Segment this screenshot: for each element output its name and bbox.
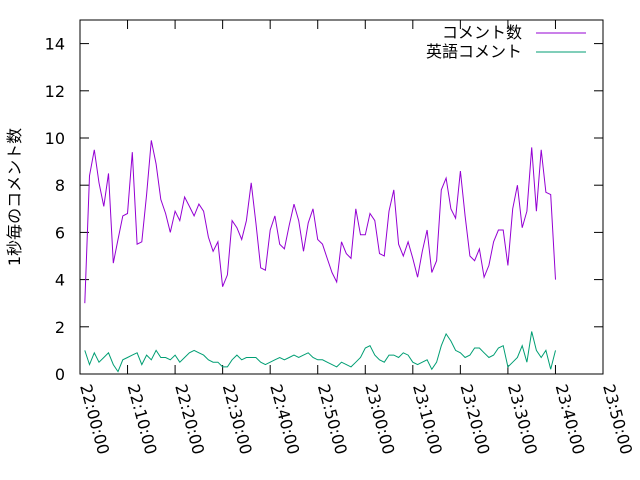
x-tick-label: 23:10:00 (409, 382, 446, 456)
series-lines (84, 140, 556, 373)
x-tick-label: 22:20:00 (171, 382, 208, 456)
legend-label: 英語コメント (426, 42, 522, 61)
x-tick-label: 23:30:00 (504, 382, 541, 456)
y-axis-ticks: 0 2 4 6 8 10 12 14 (45, 35, 603, 384)
y-tick-label: 10 (45, 129, 65, 148)
y-tick-label: 0 (55, 365, 65, 384)
y-tick-label: 12 (45, 82, 65, 101)
y-tick-label: 14 (45, 35, 65, 54)
x-tick-label: 22:50:00 (314, 382, 351, 456)
legend-label: コメント数 (442, 23, 522, 42)
x-tick-label: 22:00:00 (76, 382, 113, 456)
y-axis-label: 1秒毎のコメント数 (5, 128, 24, 266)
plot-frame (79, 19, 604, 375)
x-tick-label: 23:00:00 (361, 382, 398, 456)
x-tick-label: 22:10:00 (124, 382, 161, 456)
series-line-1 (84, 331, 556, 373)
y-tick-label: 6 (55, 223, 65, 242)
x-axis-ticks: 22:00:00 22:10:00 22:20:00 22:30:00 22:40:00… (76, 20, 636, 456)
x-tick-label: 22:30:00 (219, 382, 256, 456)
series-line-0 (84, 140, 556, 304)
x-tick-label: 22:40:00 (266, 382, 303, 456)
y-tick-label: 4 (55, 271, 65, 290)
y-tick-label: 2 (55, 318, 65, 337)
x-tick-label: 23:20:00 (456, 382, 493, 456)
x-tick-label: 23:40:00 (552, 382, 589, 456)
x-tick-label: 23:50:00 (599, 382, 636, 456)
y-tick-label: 8 (55, 176, 65, 195)
